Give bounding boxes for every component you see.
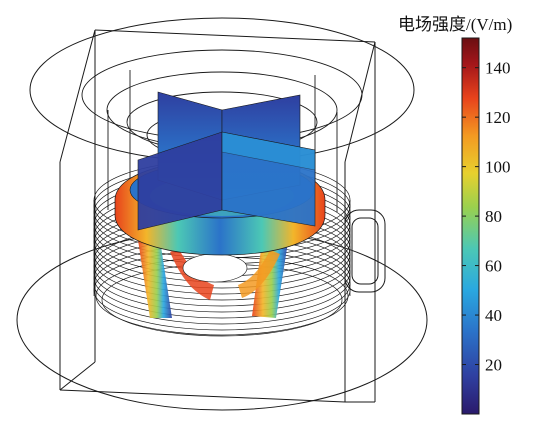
colorbar-gradient [461,37,480,415]
colorbar: 140 120 100 80 60 40 20 [461,37,511,415]
colorbar-tick-label: 80 [485,207,502,226]
colorbar-ticks: 140 120 100 80 60 40 20 [462,59,511,375]
legend-title: 电场强度/(V/m) [398,15,513,34]
cross-planes [137,91,316,231]
colorbar-tick-label: 100 [485,158,511,177]
colorbar-tick-label: 120 [485,108,511,127]
colorbar-tick-label: 40 [485,306,502,325]
colorbar-tick-label: 20 [485,356,502,375]
side-loop [344,209,386,293]
colorbar-tick-label: 140 [485,59,511,78]
colorbar-tick-label: 60 [485,257,502,276]
lower-field-pillars [138,240,288,318]
